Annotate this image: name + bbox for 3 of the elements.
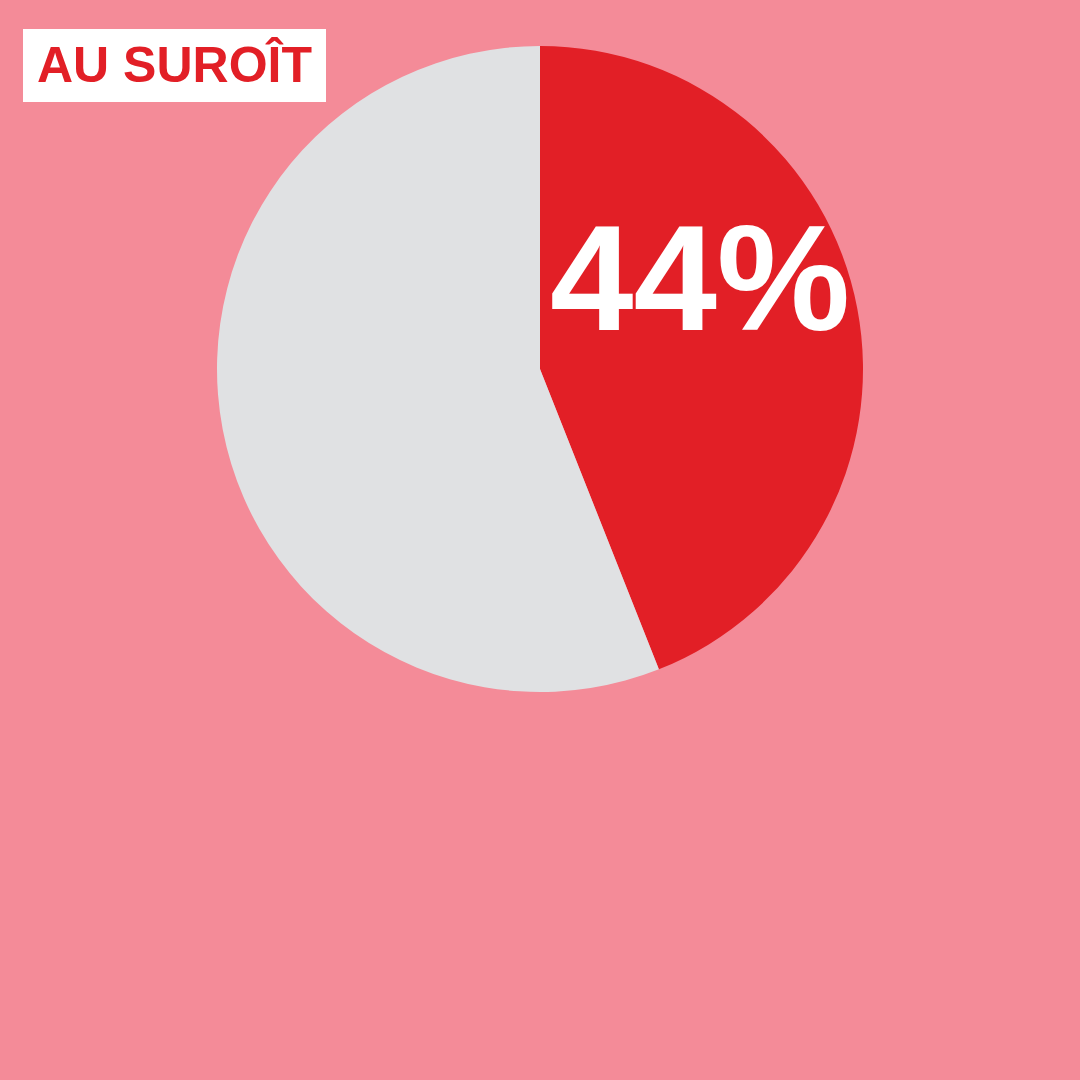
data-label: 44% (550, 194, 851, 362)
chart-title: AU SUROÎT (37, 37, 312, 93)
pie-slice (540, 46, 863, 670)
